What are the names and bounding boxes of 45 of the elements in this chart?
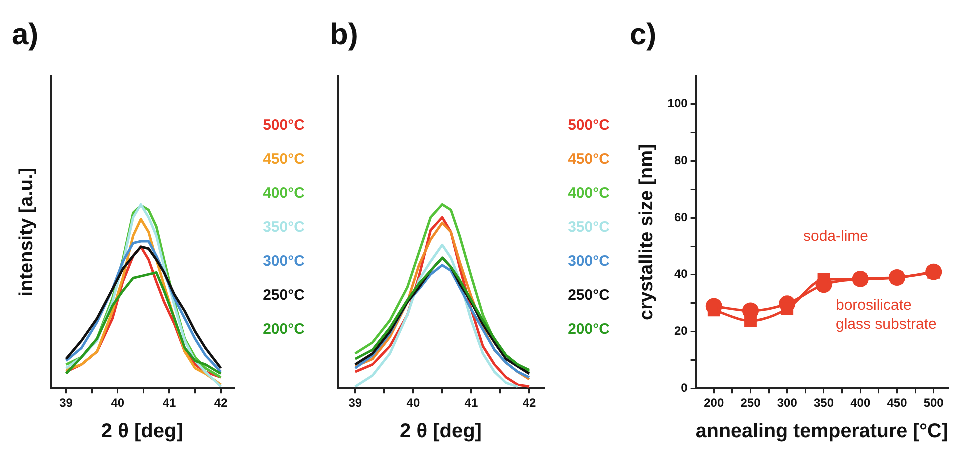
text: 250°C (263, 287, 306, 304)
y-tick-label: 20 (674, 324, 688, 338)
text: 500°C (568, 117, 610, 134)
y-axis-title: intensity [a.u.] (16, 168, 38, 297)
text: 300°C (568, 253, 610, 270)
text: 450°C (263, 151, 306, 168)
x-tick-label: 41 (464, 396, 478, 410)
x-axis-title: 2 θ [deg] (400, 420, 482, 443)
x-tick-label: 40 (111, 396, 125, 410)
x-tick-label: 450 (887, 396, 908, 410)
y-tick-label: 40 (674, 267, 688, 282)
x-tick-label: 200 (704, 396, 724, 410)
text: 400°C (568, 185, 610, 202)
y-tick-label: 80 (674, 154, 688, 168)
x-tick-label: 42 (522, 396, 536, 410)
x-axis-title: 2 θ [deg] (101, 420, 184, 443)
text: 400°C (263, 185, 306, 202)
chart-title: b) (330, 18, 358, 52)
x-tick-label: 500 (924, 396, 944, 410)
text: 350°C (263, 219, 306, 236)
x-tick-label: 41 (162, 396, 176, 410)
chart-title: a) (12, 18, 39, 52)
y-tick-label: 60 (674, 210, 688, 224)
text: 350°C (568, 219, 610, 236)
x-tick-label: 400 (850, 396, 871, 410)
y-axis-title: crystallite size [nm] (636, 144, 658, 320)
x-tick-label: 250 (740, 396, 762, 410)
text: 200°C (568, 321, 610, 338)
text: 200°C (263, 321, 306, 338)
text: 450°C (568, 151, 610, 168)
x-tick-label: 350 (814, 396, 834, 410)
text: 250°C (568, 287, 610, 304)
text: 500°C (263, 117, 306, 134)
x-tick-label: 39 (348, 396, 362, 410)
y-tick-label: 0 (681, 380, 688, 395)
x-tick-label: 42 (214, 396, 228, 410)
series-label: soda-lime (803, 228, 869, 246)
chart-title: c) (630, 18, 657, 52)
x-tick-label: 300 (777, 396, 798, 410)
x-tick-label: 39 (60, 396, 74, 410)
x-tick-label: 40 (406, 396, 420, 410)
x-axis-title: annealing temperature [°C] (696, 420, 948, 443)
text: 300°C (263, 253, 306, 270)
series-label: borosilicate glass substrate (836, 296, 937, 333)
y-tick-label: 100 (668, 96, 688, 111)
